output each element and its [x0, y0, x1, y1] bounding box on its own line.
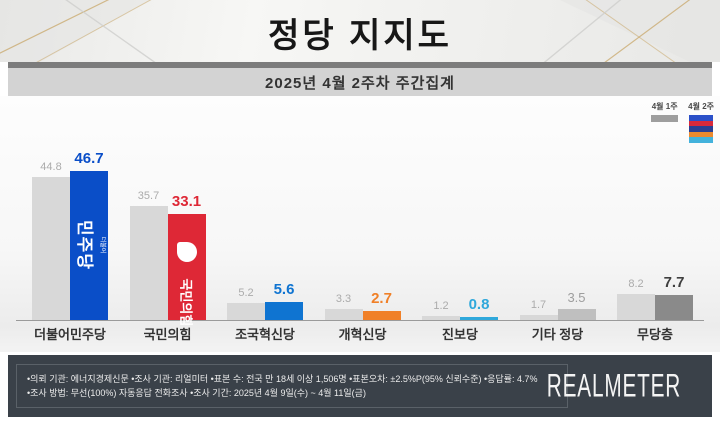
minjoo-logo-small-text: 더불어 — [99, 236, 106, 254]
legend-week2-stripe — [689, 131, 714, 138]
survey-methodology-box: •의뢰 기관: 에너지경제신문 •조사 기관: 리얼미터 •표본 수: 전국 만… — [16, 364, 568, 408]
bar-group: 1.7 3.5 기타 정당 — [518, 96, 598, 342]
category-label: 조국혁신당 — [235, 327, 295, 342]
title-band: 정당 지지도 — [0, 0, 720, 62]
legend-item-week2: 4월 2주 — [688, 101, 714, 143]
survey-info-line2: •조사 방법: 무선(100%) 자동응답 전화조사 •조사 기간: 2025년… — [27, 388, 366, 398]
bar-week2 — [362, 311, 401, 320]
subtitle-band: 2025년 4월 2주차 주간집계 — [8, 68, 712, 96]
title-decoration — [0, 0, 720, 62]
category-label: 국민의힘 — [143, 327, 192, 342]
legend-week2-stripe — [689, 137, 714, 143]
bar-group: 5.2 5.6 조국혁신당 — [225, 96, 305, 342]
category-label: 더불어민주당 — [34, 327, 106, 342]
bar-week1 — [617, 293, 655, 320]
category-label: 진보당 — [442, 327, 478, 342]
realmeter-logo: REALMETER — [546, 366, 682, 405]
bar-week2 — [655, 295, 693, 320]
value-label-week2: 46.7 — [74, 149, 104, 167]
minjoo-party-logo: 더불어 민주당 — [70, 171, 108, 320]
legend-week2-label: 4월 2주 — [688, 102, 714, 111]
legend-week2-stripe — [689, 126, 714, 132]
value-label-week2: 7.7 — [663, 274, 685, 292]
bar-group: 1.2 0.8 진보당 — [420, 96, 500, 342]
bar-week1 — [227, 303, 265, 320]
legend-week2-swatch — [689, 115, 714, 143]
bar-week1 — [422, 316, 460, 320]
value-label-week1: 1.2 — [433, 300, 449, 313]
bar-week1 — [324, 309, 363, 320]
value-label-week1: 5.2 — [238, 287, 254, 300]
ppp-symbol-icon — [176, 242, 197, 263]
value-label-week2: 0.8 — [468, 296, 490, 313]
value-label-week2: 33.1 — [171, 193, 202, 211]
value-label-week2: 3.5 — [567, 289, 586, 305]
category-label: 무당층 — [637, 327, 673, 342]
bar-group: 3.3 2.7 개혁신당 — [323, 96, 403, 342]
bar-group: 국민의힘 35.7 33.1 국민의힘 — [128, 96, 208, 342]
category-label: 기타 정당 — [531, 327, 584, 342]
x-axis-line — [16, 320, 704, 321]
bar-week1 — [519, 314, 558, 320]
legend-week1-swatch — [651, 115, 679, 122]
bar-group: 8.2 7.7 무당층 — [615, 96, 695, 342]
chart-area: 4월 1주 4월 2주 더불어 민주당 44.8 46.7 더불어민주당 국민의힘 35.7… — [0, 96, 720, 352]
bar-week2 — [460, 317, 498, 320]
bar-week2 — [557, 308, 596, 320]
footer: •의뢰 기관: 에너지경제신문 •조사 기관: 리얼미터 •표본 수: 전국 만… — [8, 355, 712, 417]
page-title: 정당 지지도 — [268, 17, 452, 55]
value-label-week1: 3.3 — [335, 293, 352, 306]
ppp-party-logo: 국민의힘 — [168, 242, 206, 326]
survey-info-line1: •의뢰 기관: 에너지경제신문 •조사 기관: 리얼미터 •표본 수: 전국 만… — [27, 374, 538, 384]
bar-group: 더불어 민주당 44.8 46.7 더불어민주당 — [30, 96, 110, 342]
bar-week2: 더불어 민주당 — [70, 170, 108, 320]
bar-week1 — [129, 205, 168, 320]
value-label-week1: 44.8 — [40, 160, 62, 173]
value-label-week1: 1.7 — [530, 298, 547, 311]
ppp-logo-text: 국민의힘 — [178, 278, 193, 327]
bar-week1 — [32, 176, 70, 320]
chart-subtitle: 2025년 4월 2주차 주간집계 — [265, 74, 455, 92]
category-label: 개혁신당 — [338, 327, 387, 342]
value-label-week1: 35.7 — [137, 189, 160, 202]
value-label-week1: 8.2 — [628, 277, 644, 290]
bar-week2: 국민의힘 — [167, 214, 206, 326]
header-separator — [8, 62, 712, 68]
value-label-week2: 2.7 — [371, 290, 392, 308]
legend-week1-label: 4월 1주 — [651, 102, 678, 111]
minjoo-logo-big-text: 민주당 — [75, 220, 95, 271]
value-label-week2: 5.6 — [273, 281, 295, 299]
legend: 4월 1주 4월 2주 — [651, 101, 714, 143]
legend-week2-stripe — [689, 115, 714, 121]
bar-week2 — [265, 302, 303, 320]
legend-week2-stripe — [689, 120, 714, 127]
legend-item-week1: 4월 1주 — [651, 101, 679, 143]
